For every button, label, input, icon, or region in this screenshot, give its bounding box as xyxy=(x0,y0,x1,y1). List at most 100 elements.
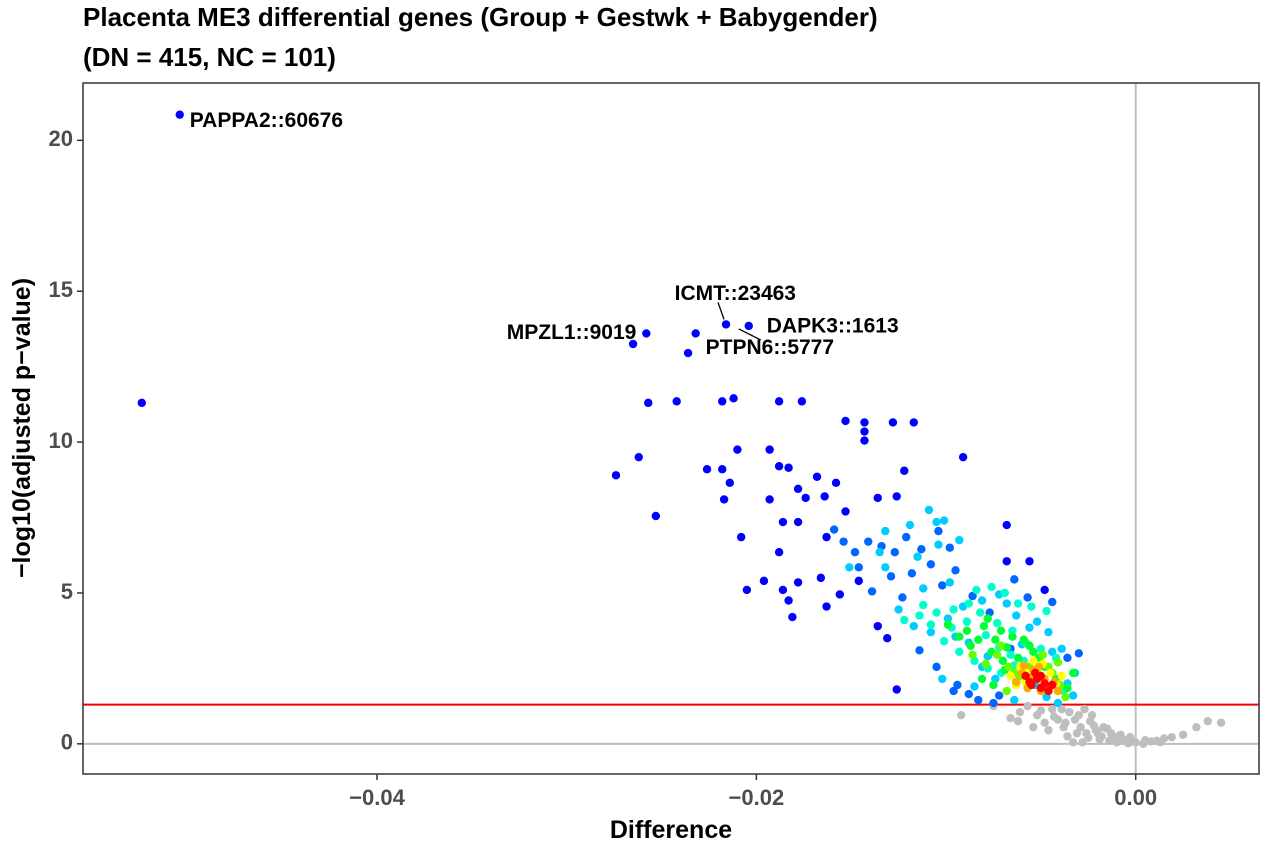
data-point xyxy=(820,492,829,501)
data-point xyxy=(894,605,903,614)
data-point xyxy=(962,626,972,635)
labeled-gene-point xyxy=(691,329,700,338)
data-point xyxy=(801,493,810,503)
data-point xyxy=(881,526,890,536)
data-point xyxy=(822,602,831,611)
data-point xyxy=(1040,585,1049,595)
label-leader-line xyxy=(738,328,762,341)
y-tick-label: 15 xyxy=(49,277,73,302)
data-point xyxy=(938,581,947,590)
data-point xyxy=(981,630,991,640)
data-point xyxy=(611,471,621,480)
data-point xyxy=(628,339,638,349)
data-point xyxy=(1004,662,1013,672)
data-point xyxy=(1006,671,1015,681)
data-point xyxy=(137,398,146,408)
data-point xyxy=(989,698,998,708)
data-point xyxy=(926,627,936,637)
data-point xyxy=(719,495,729,504)
data-point xyxy=(1019,661,1028,670)
data-point xyxy=(778,585,788,595)
data-point xyxy=(1032,617,1042,626)
data-point xyxy=(993,618,1002,628)
plot-panel xyxy=(83,83,1259,774)
data-point xyxy=(1167,732,1176,742)
data-point xyxy=(774,397,784,406)
data-point xyxy=(1029,656,1038,666)
data-point xyxy=(718,397,727,406)
data-point xyxy=(1065,707,1074,717)
data-point xyxy=(957,710,966,720)
data-point xyxy=(945,578,955,587)
data-point xyxy=(718,465,727,474)
data-point xyxy=(1002,599,1011,608)
data-point xyxy=(915,646,924,655)
data-point xyxy=(955,535,964,545)
data-point xyxy=(854,576,863,586)
data-point xyxy=(841,416,850,426)
data-point xyxy=(1048,647,1057,656)
y-tick-label: 0 xyxy=(61,730,73,755)
data-point xyxy=(1012,611,1021,620)
data-point xyxy=(784,463,793,472)
data-point xyxy=(1074,649,1084,658)
data-point xyxy=(998,656,1008,666)
data-point xyxy=(1044,686,1053,696)
gene-label: PTPN6::5777 xyxy=(706,336,834,359)
data-point xyxy=(864,537,873,546)
data-point xyxy=(683,348,693,358)
gene-label: DAPK3::1613 xyxy=(767,314,899,337)
data-point xyxy=(1029,723,1038,732)
data-point xyxy=(943,614,953,623)
axes: −0.04 −0.02 0.00 0 5 10 15 20 xyxy=(49,126,1158,810)
data-point xyxy=(972,585,981,595)
labeled-gene-point xyxy=(642,329,651,338)
data-point xyxy=(1021,671,1030,681)
data-point xyxy=(729,394,738,403)
data-point xyxy=(860,418,869,427)
x-axis-label: Difference xyxy=(610,816,732,844)
data-point xyxy=(932,608,941,617)
data-point xyxy=(1025,677,1034,687)
data-point xyxy=(883,634,892,643)
data-point xyxy=(1063,732,1072,741)
data-point xyxy=(1084,733,1093,742)
data-point xyxy=(987,582,996,592)
data-point xyxy=(1046,668,1055,678)
data-point xyxy=(1049,712,1059,721)
labeled-gene-point xyxy=(175,110,184,119)
data-point xyxy=(1063,683,1072,693)
data-point xyxy=(886,572,896,581)
data-point xyxy=(873,621,882,631)
data-point xyxy=(991,635,1000,644)
data-point xyxy=(1053,686,1063,696)
data-point xyxy=(924,505,934,515)
data-point xyxy=(892,685,901,694)
data-point xyxy=(951,566,960,575)
data-point xyxy=(932,517,941,527)
data-point xyxy=(1036,706,1046,715)
data-point xyxy=(733,445,742,454)
data-point xyxy=(1025,641,1034,650)
points-layer xyxy=(137,110,1226,749)
data-point xyxy=(919,600,928,610)
data-point xyxy=(1068,691,1078,700)
data-point xyxy=(1013,716,1023,726)
data-point xyxy=(909,418,918,427)
data-point xyxy=(835,590,845,599)
y-tick-label: 20 xyxy=(49,126,73,151)
data-point xyxy=(1057,671,1066,681)
data-point xyxy=(860,436,869,445)
data-point xyxy=(968,650,977,660)
data-point xyxy=(888,418,898,427)
data-point xyxy=(736,532,746,542)
data-point xyxy=(860,427,869,436)
data-point xyxy=(867,587,877,596)
data-point xyxy=(926,560,936,569)
data-point xyxy=(900,615,909,625)
data-point xyxy=(1192,723,1201,732)
data-point xyxy=(1034,662,1044,672)
data-point xyxy=(962,617,972,626)
gene-label: PAPPA2::60676 xyxy=(190,109,343,132)
